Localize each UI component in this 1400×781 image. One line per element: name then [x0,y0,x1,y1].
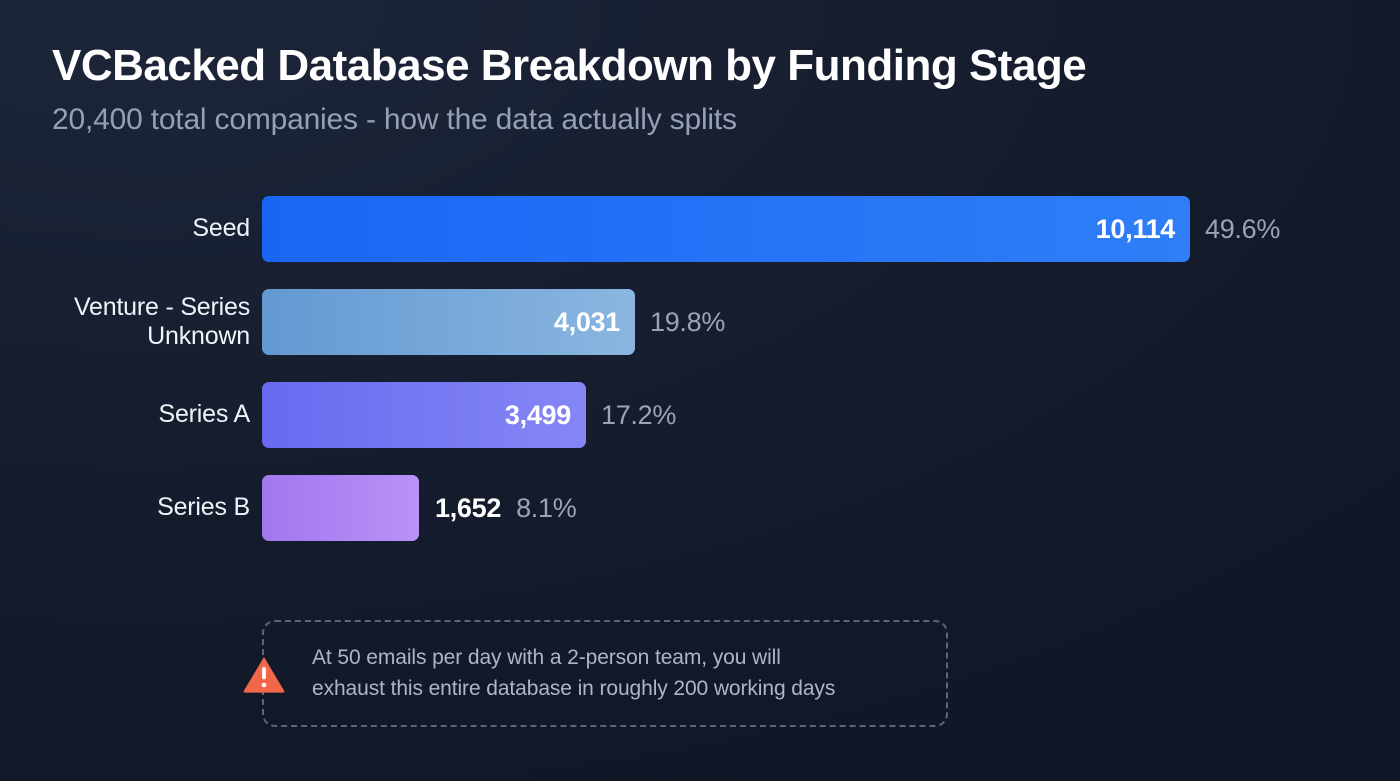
bar-track: 4,031 19.8% [262,289,1400,355]
bar-row: Series B 1,652 8.1% [0,475,1400,541]
bar-category-label-line1: Seed [192,214,250,243]
bar-seed[interactable]: 10,114 [262,196,1190,262]
bar-value-label: 3,499 [504,399,571,430]
bar-percent-label: 8.1% [516,492,577,523]
bar-category-label: Series B [0,493,262,523]
bar-percent-label: 17.2% [601,399,677,430]
bar-value-label: 4,031 [553,306,620,337]
bar-category-label: Seed [0,214,262,244]
bar-series-b[interactable] [262,475,419,541]
bar-percent-label: 49.6% [1205,213,1281,244]
page-title: VCBacked Database Breakdown by Funding S… [52,41,1087,90]
page-subtitle: 20,400 total companies - how the data ac… [52,102,737,136]
bar-category-label-line1: Series A [158,400,250,429]
bar-category-label-line1: Series B [157,493,250,522]
insight-note-text: At 50 emails per day with a 2-person tea… [312,643,835,704]
bar-row: Series A 3,499 17.2% [0,382,1400,448]
insight-note: At 50 emails per day with a 2-person tea… [243,620,948,727]
insight-note-line2: exhaust this entire database in roughly … [312,676,836,700]
bar-row: Seed 10,114 49.6% [0,196,1400,262]
bar-category-label: Series A [0,400,262,430]
bar-category-label-line2: Unknown [147,322,250,350]
bar-category-label: Venture - Series Unknown [0,293,262,352]
warning-triangle-icon [242,654,286,694]
bar-track: 10,114 49.6% [262,196,1400,262]
bar-percent-label: 19.8% [650,306,726,337]
bar-venture-series-unknown[interactable]: 4,031 [262,289,635,355]
bar-value-label: 10,114 [1095,213,1176,244]
bar-value-label: 1,652 [435,492,502,523]
chart-footer: At 50 emails per day with a 2-person tea… [0,619,1400,739]
bar-chart: Seed 10,114 49.6% Venture - Series Unkno… [0,196,1400,568]
bar-track: 3,499 17.2% [262,382,1400,448]
bar-category-label-line1: Venture - Series [73,292,250,321]
insight-note-line1: At 50 emails per day with a 2-person tea… [312,646,781,670]
bar-series-a[interactable]: 3,499 [262,382,586,448]
bar-track: 1,652 8.1% [262,475,1400,541]
chart-header: VCBacked Database Breakdown by Funding S… [52,42,1352,136]
bar-row: Venture - Series Unknown 4,031 19.8% [0,289,1400,355]
